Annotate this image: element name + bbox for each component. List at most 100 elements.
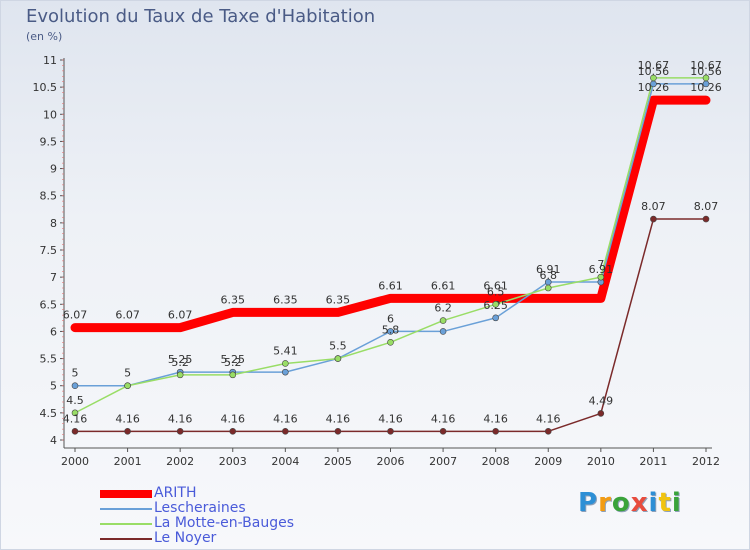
data-point-le-noyer [439, 428, 447, 435]
data-label-le-noyer: 8.07 [641, 200, 666, 213]
data-label-le-noyer: 4.16 [168, 412, 193, 425]
x-tick-label: 2012 [692, 455, 720, 468]
x-tick-label: 2011 [639, 455, 667, 468]
data-point-la-motte-en-bauges [282, 360, 289, 367]
data-label-arith: 6.61 [378, 279, 403, 292]
logo-letter: t [658, 488, 672, 518]
chart-title: Evolution du Taux de Taxe d'Habitation [26, 6, 376, 27]
logo-letter: r [598, 488, 612, 518]
data-point-lescheraines [282, 368, 289, 376]
data-point-le-noyer [71, 428, 79, 435]
data-point-la-motte-en-bauges [650, 74, 657, 82]
data-point-le-noyer [544, 428, 552, 435]
data-label-lescheraines: 6.91 [536, 263, 561, 276]
data-label-lescheraines: 5 [124, 367, 131, 380]
data-label-la-motte-en-bauges: 6.8 [540, 269, 558, 282]
data-label-le-noyer: 4.16 [431, 412, 456, 425]
data-point-le-noyer [702, 215, 710, 223]
legend-swatch-arith [100, 490, 152, 498]
y-tick-label: 9.5 [40, 135, 58, 148]
logo-letter: P [578, 488, 599, 518]
data-label-la-motte-en-bauges: 5.41 [273, 344, 298, 357]
data-point-la-motte-en-bauges [334, 355, 342, 362]
data-label-arith: 6.35 [221, 293, 246, 306]
data-point-lescheraines [387, 328, 394, 335]
data-point-le-noyer [650, 215, 657, 223]
data-label-lescheraines: 6 [387, 312, 394, 325]
data-label-lescheraines: 6.91 [589, 263, 614, 276]
y-tick-label: 6 [50, 325, 57, 338]
legend-item-le-noyer: Le Noyer [100, 530, 360, 546]
series-line-arith [70, 95, 711, 333]
data-point-le-noyer [282, 428, 289, 435]
data-label-la-motte-en-bauges: 4.5 [66, 394, 84, 407]
y-tick-label: 8.5 [40, 190, 58, 203]
data-point-lescheraines [439, 328, 447, 335]
x-tick-label: 2007 [429, 455, 457, 468]
y-tick-label: 7 [50, 271, 57, 284]
data-label-le-noyer: 4.16 [326, 412, 351, 425]
x-tick-label: 2004 [271, 455, 299, 468]
data-point-la-motte-en-bauges [544, 284, 552, 292]
data-point-la-motte-en-bauges [439, 317, 447, 324]
data-label-le-noyer: 8.07 [694, 200, 719, 213]
data-label-le-noyer: 4.16 [115, 412, 140, 425]
data-label-le-noyer: 4.16 [63, 412, 88, 425]
data-point-la-motte-en-bauges [387, 338, 394, 346]
y-tick-label: 5 [50, 380, 57, 393]
data-label-le-noyer: 4.16 [536, 412, 561, 425]
data-label-lescheraines: 5.25 [168, 353, 193, 366]
data-label-la-motte-en-bauges: 5.5 [329, 340, 347, 353]
x-tick-label: 2000 [61, 455, 89, 468]
data-label-la-motte-en-bauges: 5.8 [382, 323, 400, 336]
x-tick-label: 2005 [324, 455, 352, 468]
data-point-le-noyer [597, 410, 605, 417]
y-tick-label: 8 [50, 217, 57, 230]
data-label-arith: 6.35 [326, 293, 351, 306]
data-label-lescheraines: 10.56 [638, 65, 670, 78]
y-tick-label: 11 [43, 54, 57, 67]
data-point-la-motte-en-bauges [492, 300, 499, 308]
data-label-le-noyer: 4.49 [589, 394, 614, 407]
legend-item-lescheraines: Lescheraines [100, 500, 360, 516]
data-point-lescheraines [492, 314, 499, 322]
data-label-la-motte-en-bauges: 7 [597, 258, 604, 271]
data-point-le-noyer [176, 428, 184, 435]
x-tick-label: 2010 [587, 455, 615, 468]
data-label-la-motte-en-bauges: 6.2 [434, 302, 452, 315]
x-tick-label: 2001 [114, 455, 142, 468]
logo-letter: i [648, 488, 659, 518]
data-point-lescheraines [650, 80, 657, 88]
data-point-le-noyer [124, 428, 131, 435]
data-label-la-motte-en-bauges: 10.67 [690, 59, 722, 72]
logo-letter: i [671, 488, 682, 518]
legend-swatch-lescheraines [100, 508, 152, 510]
data-point-le-noyer [334, 428, 342, 435]
data-label-lescheraines: 5.25 [221, 353, 246, 366]
data-label-la-motte-en-bauges: 5.2 [171, 356, 189, 369]
data-point-le-noyer [492, 428, 499, 435]
x-tick-label: 2008 [482, 455, 510, 468]
legend-item-la-motte-en-bauges: La Motte-en-Bauges [100, 515, 360, 531]
data-label-la-motte-en-bauges: 6.5 [487, 285, 505, 298]
y-tick-label: 5.5 [40, 353, 58, 366]
y-tick-label: 4.5 [40, 407, 58, 420]
chart-subtitle: (en %) [26, 30, 63, 43]
data-label-la-motte-en-bauges: 10.67 [638, 59, 670, 72]
data-label-le-noyer: 4.16 [378, 412, 403, 425]
y-tick-label: 7.5 [40, 244, 58, 257]
data-point-lescheraines [702, 80, 710, 88]
proxiti-logo[interactable]: Proxiti [578, 488, 682, 518]
data-label-arith: 10.26 [638, 81, 670, 94]
legend-label-arith: ARITH [154, 485, 197, 501]
legend: ARITH Lescheraines La Motte-en-Bauges Le… [100, 485, 360, 546]
data-point-lescheraines [71, 382, 79, 390]
data-label-arith: 6.61 [431, 279, 456, 292]
data-point-la-motte-en-bauges [597, 273, 605, 281]
legend-label-lescheraines: Lescheraines [154, 500, 246, 516]
x-tick-label: 2006 [377, 455, 405, 468]
legend-item-arith: ARITH [100, 485, 360, 501]
data-label-lescheraines: 5 [72, 367, 79, 380]
